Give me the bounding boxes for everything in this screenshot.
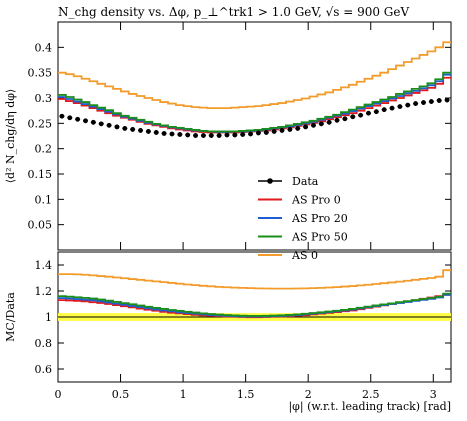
data-point [232, 132, 238, 138]
data-point [138, 128, 143, 133]
data-point [405, 102, 411, 108]
top-series-as-0 [58, 41, 451, 110]
data-point [373, 109, 379, 115]
data-point [248, 131, 253, 137]
data-point [161, 131, 167, 136]
y-tick-label: 0.2 [35, 143, 53, 156]
legend-label-as-pro-0: AS Pro 0 [291, 194, 341, 207]
top-series-as-pro-0 [58, 76, 451, 134]
data-point [169, 131, 175, 137]
data-point [90, 119, 96, 125]
data-point [75, 116, 81, 122]
x-tick-label: 3 [430, 388, 437, 401]
data-point [240, 132, 246, 137]
y-tick-label: 0.05 [28, 219, 53, 232]
data-point [153, 130, 159, 135]
bottom-series-as-pro-50 [58, 292, 451, 317]
data-point [366, 110, 371, 116]
y-tick-label: 0.1 [35, 193, 53, 206]
x-axis-label: |φ| (w.r.t. leading track) [rad] [288, 400, 451, 414]
legend-label-as-0: AS 0 [291, 249, 318, 262]
data-point [311, 122, 316, 128]
data-point [413, 101, 419, 106]
data-point [106, 122, 112, 128]
data-point [436, 98, 442, 103]
y-tick-label: 1 [45, 311, 52, 324]
data-point [67, 115, 73, 121]
data-point [98, 121, 104, 127]
top-series-as-pro-20 [58, 73, 451, 133]
data-point [256, 130, 261, 136]
data-point [342, 116, 348, 122]
data-point [350, 114, 356, 120]
data-point [279, 128, 285, 133]
legend-data-marker [267, 178, 273, 184]
x-tick-label: 0 [55, 388, 62, 401]
data-point [381, 107, 387, 113]
data-point [287, 127, 293, 132]
x-tick-label: 1 [180, 388, 187, 401]
x-tick-label: 2.5 [362, 388, 380, 401]
data-point [421, 100, 426, 105]
data-point [122, 125, 128, 131]
bottom-panel: 0.6 0.8 1 1.2 1.4 0 0.5 1 1.5 2 2.5 3 [35, 251, 452, 401]
data-point [130, 127, 136, 132]
data-point [114, 124, 120, 130]
data-point [193, 133, 198, 138]
top-y-axis-label: ⟨d² N_chg/dη dφ⟩ [4, 89, 17, 184]
data-point [318, 121, 324, 127]
y-tick-label: 0.4 [35, 41, 53, 54]
bottom-y-axis-label: MC/Data [4, 292, 17, 342]
top-frame [57, 21, 452, 251]
data-point [397, 104, 403, 110]
top-panel: 0.05 0.1 0.15 0.2 0.25 0.3 0.35 0.4 [28, 21, 452, 251]
data-point [59, 113, 65, 119]
y-tick-label: 0.15 [28, 168, 53, 181]
top-series-as-pro-50 [58, 71, 451, 133]
data-point [326, 119, 332, 125]
y-tick-label: 1.4 [35, 259, 53, 272]
data-point [303, 124, 308, 130]
y-tick-label: 0.8 [35, 337, 53, 350]
legend-label-as-pro-50: AS Pro 50 [291, 231, 348, 244]
data-point [358, 112, 364, 118]
chart-title: N_chg density vs. Δφ, p_⊥^trk1 > 1.0 GeV… [58, 5, 409, 19]
data-point [428, 99, 434, 104]
data-point [177, 132, 183, 137]
data-point [389, 105, 395, 111]
data-point [263, 130, 269, 135]
x-tick-label: 1.5 [237, 388, 255, 401]
legend-label-data: Data [292, 175, 319, 188]
y-tick-label: 0.6 [35, 363, 53, 376]
y-tick-label: 0.35 [28, 67, 53, 80]
y-tick-label: 0.3 [35, 92, 53, 105]
data-point [208, 133, 214, 138]
data-point [224, 132, 230, 138]
data-point [145, 129, 151, 134]
data-point [185, 132, 191, 138]
data-point [444, 97, 450, 103]
data-point [334, 117, 340, 123]
bottom-series-as-0 [58, 269, 451, 290]
legend: Data AS Pro 0 AS Pro 20 AS Pro 50 AS 0 [258, 175, 348, 262]
data-point [216, 133, 222, 138]
x-tick-label: 0.5 [112, 388, 130, 401]
y-tick-label: 0.25 [28, 117, 53, 130]
data-point [295, 125, 301, 131]
y-tick-label: 1.2 [35, 285, 53, 298]
data-point [271, 129, 277, 134]
legend-label-as-pro-20: AS Pro 20 [291, 212, 348, 225]
x-tick-label: 2 [305, 388, 312, 401]
data-point [83, 118, 88, 124]
data-point [201, 133, 206, 138]
